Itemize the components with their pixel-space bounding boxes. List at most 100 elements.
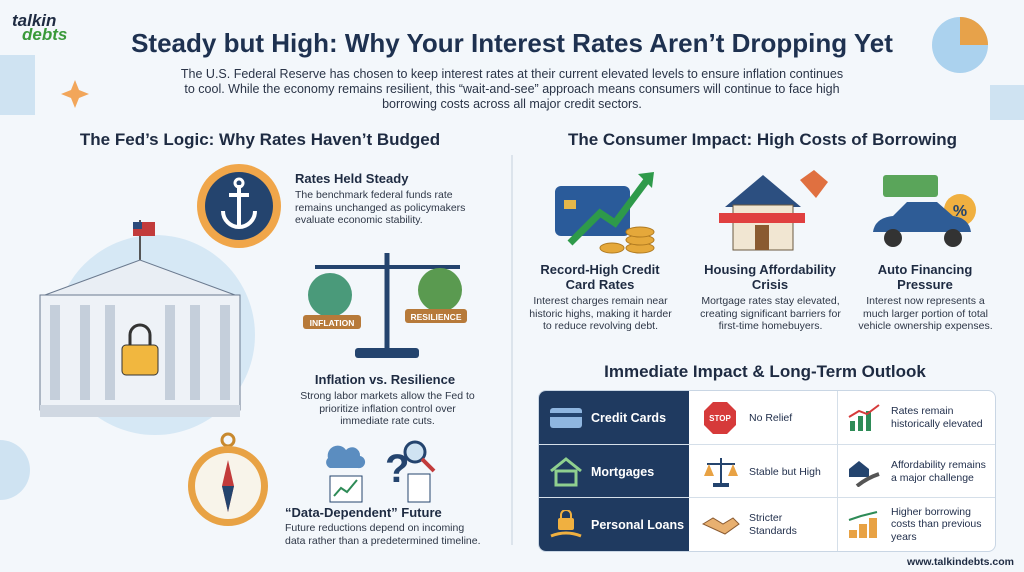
icon-part <box>550 531 582 538</box>
icon-part <box>420 457 436 473</box>
icon-part <box>849 518 877 538</box>
icon-part <box>713 483 729 487</box>
card-text: Mortgage rates stay elevated, creating s… <box>700 295 841 332</box>
table-cell: Higher borrowing costs than previous yea… <box>837 498 995 551</box>
row-header: Credit Cards <box>539 391 689 444</box>
table-cell: STOP No Relief <box>689 391 838 444</box>
icon-part <box>40 405 240 417</box>
coins-glyph <box>848 511 878 538</box>
table-heading: Immediate Impact & Long-Term Outlook <box>604 362 926 381</box>
footer-url: www.talkindebts.com <box>907 556 1014 568</box>
icon-part <box>859 524 867 538</box>
icon-part <box>873 202 971 232</box>
scale-label: INFLATION <box>310 318 355 328</box>
icon-part <box>418 268 462 312</box>
title: Steady but High: Why Your Interest Rates… <box>131 28 893 58</box>
icon-part <box>50 305 60 400</box>
card-glyph <box>550 408 582 428</box>
row-label: Mortgages <box>591 464 655 479</box>
icon-part: % <box>953 203 967 220</box>
house-glyph <box>550 457 582 487</box>
icon-part <box>800 170 828 198</box>
icon-part <box>405 309 467 323</box>
card-title: Auto Financing Pressure <box>877 262 973 292</box>
item-title: Rates Held Steady <box>295 171 409 186</box>
icon-part <box>848 511 878 521</box>
icon-part <box>944 229 962 247</box>
icon-part <box>849 530 857 538</box>
icon-part <box>303 315 361 329</box>
item-title: “Data-Dependent” Future <box>285 505 442 520</box>
icon-part <box>222 486 234 512</box>
fed-building-illustration <box>39 220 255 435</box>
icon-part <box>599 242 625 254</box>
icon-part <box>333 479 358 497</box>
icon-part <box>849 461 869 477</box>
road-glyph <box>849 461 880 487</box>
section-heading: The Fed’s Logic: Why Rates Haven’t Budge… <box>79 130 441 149</box>
loan-glyph <box>550 510 582 538</box>
icon-part <box>850 421 855 431</box>
row-header: Personal Loans <box>539 498 689 551</box>
icon-part <box>121 344 159 376</box>
table-cell: Affordability remains a major challenge <box>837 445 995 498</box>
logo: talkin debts <box>12 11 68 44</box>
icon-part <box>567 173 653 246</box>
icon-part <box>960 17 988 45</box>
table-cell: Stable but High <box>689 445 838 498</box>
car-icon: % <box>873 175 976 247</box>
item-title: Inflation vs. Resilience <box>314 372 456 387</box>
card-title: Housing Affordability Crisis <box>704 262 836 292</box>
scale-label: RESILIENCE <box>410 312 461 322</box>
icon-part <box>701 517 740 535</box>
icon-part <box>554 469 578 487</box>
cell-text: Rates remain historically elevated <box>891 405 983 430</box>
row-header: Mortgages <box>539 445 689 498</box>
anchor-icon <box>197 164 281 248</box>
icon-part <box>221 185 257 229</box>
logo-text: debts <box>22 25 68 44</box>
icon-part <box>564 200 576 209</box>
table-row: Mortgages Stable but High Affordability … <box>539 444 995 498</box>
icon-part <box>61 80 89 108</box>
item-text: Strong labor markets allow the Fed to pr… <box>300 390 475 427</box>
cell-text: Stable but High <box>749 465 821 478</box>
icon-part <box>550 408 582 428</box>
icon-part <box>638 172 654 188</box>
credit-card-icon <box>555 172 655 254</box>
icon-part <box>105 305 115 400</box>
icon-part <box>719 213 805 223</box>
icon-part <box>884 229 902 247</box>
icon-part <box>755 225 769 250</box>
icon-part <box>220 432 236 448</box>
icon-part <box>704 464 738 476</box>
icon-part <box>128 323 152 345</box>
icon-part <box>80 305 90 400</box>
icon-part <box>725 175 801 207</box>
intro: The U.S. Federal Reserve has chosen to k… <box>180 67 844 111</box>
card-text: Interest charges remain near historic hi… <box>529 295 672 332</box>
data-icons: ? <box>326 440 436 503</box>
icon-part <box>883 175 938 197</box>
icon-part <box>220 305 230 400</box>
outlook-table: Credit Cards STOP No Relief Rates remain … <box>538 390 996 552</box>
icon-part <box>326 445 366 469</box>
compass-icon <box>188 432 268 526</box>
row-label: Credit Cards <box>591 410 667 425</box>
row-label: Personal Loans <box>591 517 685 532</box>
icon-part <box>704 402 736 434</box>
icon-part <box>855 472 880 487</box>
icon-part <box>133 222 142 229</box>
logo-text: talkin <box>12 11 57 30</box>
icon-part <box>0 55 35 115</box>
icon-part <box>560 510 572 518</box>
icon-part <box>550 457 582 473</box>
icon-part <box>403 440 427 464</box>
icon-part <box>308 273 352 317</box>
icon-part <box>0 440 30 500</box>
icon-part <box>329 475 363 503</box>
icon-part <box>599 226 655 254</box>
